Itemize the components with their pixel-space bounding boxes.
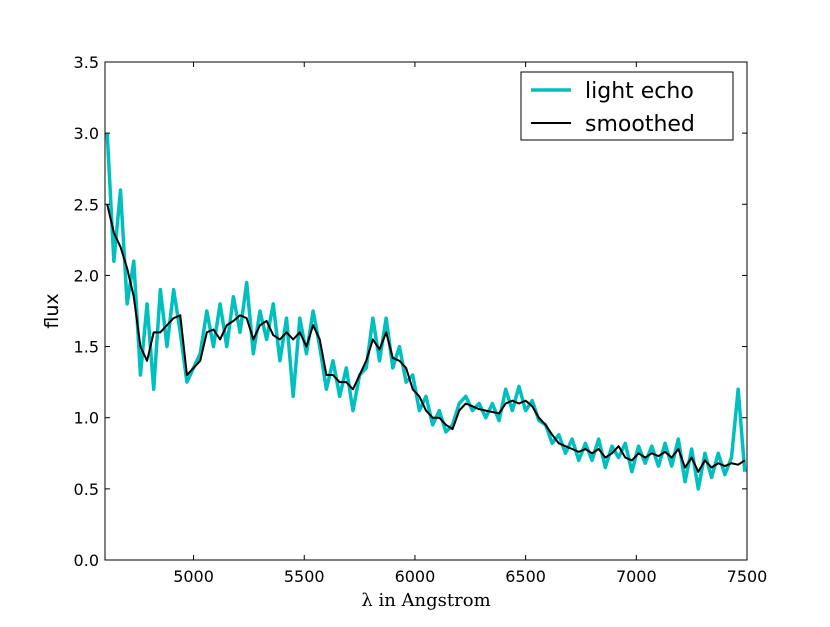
y-tick-label: 1.0: [74, 409, 99, 428]
legend-label: light echo: [585, 79, 694, 104]
x-tick-label: 5500: [284, 567, 325, 586]
x-axis-label: λ in Angstrom: [361, 590, 490, 611]
y-tick-label: 0.0: [74, 551, 99, 570]
y-tick-label: 2.5: [74, 195, 99, 214]
y-tick-label: 0.5: [74, 480, 99, 499]
y-tick-label: 1.5: [74, 338, 99, 357]
x-tick-label: 6000: [395, 567, 436, 586]
x-tick-label: 5000: [173, 567, 214, 586]
y-tick-label: 3.0: [74, 124, 99, 143]
series-line: [105, 133, 747, 491]
legend-box: [520, 71, 734, 141]
x-tick-label: 7500: [727, 567, 768, 586]
series-line: [106, 204, 746, 473]
x-tick-label: 7000: [616, 567, 657, 586]
y-axis-label: flux: [41, 293, 63, 328]
y-tick-label: 3.5: [74, 53, 99, 72]
y-tick-label: 2.0: [74, 266, 99, 285]
x-tick-label: 6500: [505, 567, 546, 586]
plot-frame: [104, 61, 748, 561]
legend-label: smoothed: [585, 112, 695, 137]
